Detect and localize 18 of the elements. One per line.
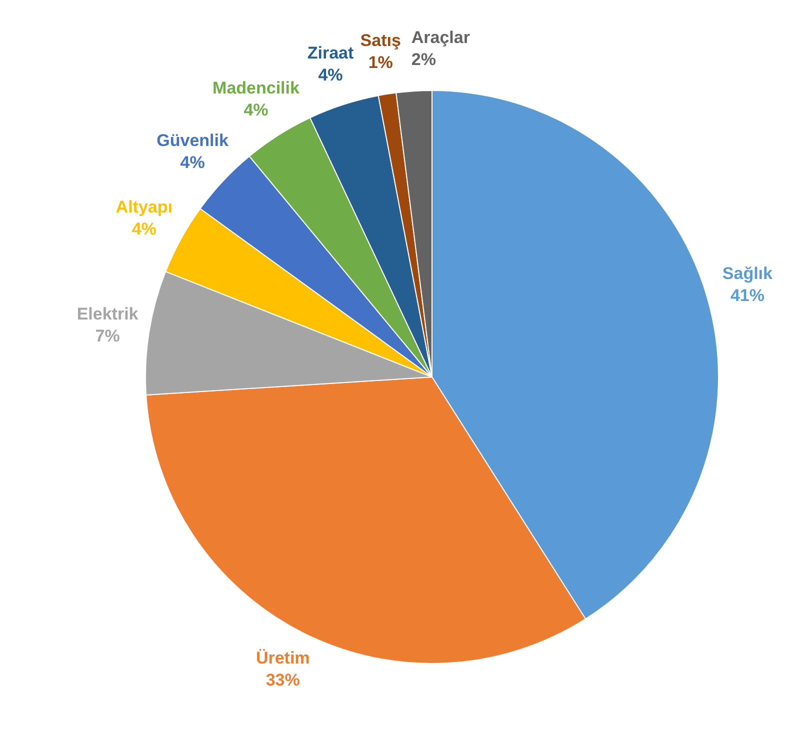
data-label: 4% (132, 219, 156, 238)
slice-label: Ziraat (307, 43, 354, 62)
slice-label: Araçlar (411, 28, 470, 47)
data-label: 33% (266, 670, 300, 690)
data-label: 41% (730, 286, 764, 306)
slice-label: Satış (360, 31, 401, 50)
data-label: 4% (318, 65, 343, 84)
data-label: 1% (368, 53, 393, 72)
slice-label: Altyapı (116, 197, 172, 216)
slice-label: Elektrik (76, 304, 139, 324)
data-label: 7% (95, 326, 120, 346)
data-label: 4% (180, 152, 205, 172)
slice-label: Madencilik (212, 78, 300, 98)
slice-label: Güvenlik (156, 130, 229, 150)
slice-label: Sağlık (722, 264, 774, 284)
slice-label: Üretim (256, 648, 310, 668)
data-label: 2% (411, 50, 436, 69)
data-label: 4% (244, 100, 268, 120)
